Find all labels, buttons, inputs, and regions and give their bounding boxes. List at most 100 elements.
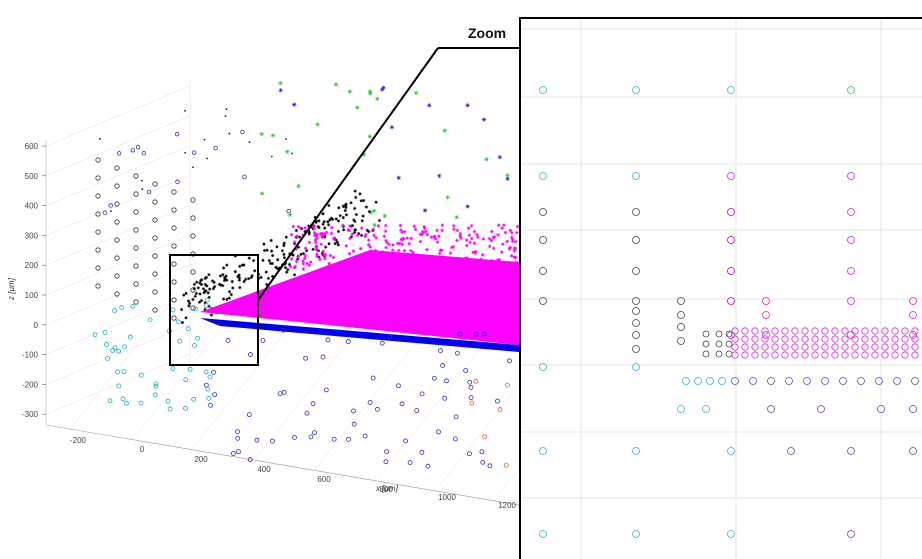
magenta-star-point (319, 242, 323, 246)
magenta-star-point (318, 232, 323, 236)
magenta-star-point (465, 243, 469, 248)
cyan-circle-point (116, 348, 122, 354)
inset-magenta-point (909, 297, 917, 305)
inset-magenta-point (731, 335, 739, 343)
inset-magenta-point (751, 343, 759, 351)
black-star-point (238, 285, 242, 290)
magenta-star-point (402, 248, 407, 253)
magenta-star-point (512, 246, 517, 250)
blue-circle-point (277, 391, 283, 397)
magenta-star-point (361, 268, 366, 273)
zoom-overlay (169, 47, 519, 366)
magenta-star-point (386, 262, 391, 267)
black-star-point (265, 283, 269, 287)
black-star-point (198, 281, 202, 285)
black-star-point (223, 275, 227, 280)
magenta-star-point (399, 237, 404, 241)
black-circle-point (133, 209, 139, 215)
magenta-star-point (433, 234, 437, 239)
inset-magenta-point (891, 343, 899, 351)
magenta-star-point (321, 249, 325, 253)
inset-magenta-point (891, 335, 899, 343)
blue-circle-point (396, 383, 401, 389)
blue-circle-point (425, 463, 431, 469)
black-circle-point (114, 291, 120, 297)
magenta-star-point (363, 234, 367, 239)
inset-cyan-point (718, 377, 726, 385)
black-star-point (187, 304, 191, 308)
black-star-point (224, 274, 228, 278)
black-star-point (237, 273, 241, 277)
black-star-point (180, 320, 185, 325)
star-point (497, 154, 503, 160)
black-star-point (237, 276, 242, 280)
magenta-star-point (374, 249, 379, 254)
cyan-circle-point (121, 369, 127, 375)
magenta-star-point (489, 258, 494, 263)
black-star-point (331, 217, 335, 221)
grid-line (45, 294, 191, 355)
inset-magenta-point (751, 327, 759, 335)
black-star-point (271, 253, 275, 258)
inset-magenta-point (851, 335, 859, 343)
magenta-star-point (296, 224, 301, 229)
black-star-point (238, 264, 242, 268)
inset-blue-point (839, 377, 847, 385)
magenta-star-point (481, 237, 486, 241)
blue-circle-point (135, 145, 141, 150)
black-star-point (341, 224, 345, 229)
inset-magenta-point (791, 335, 799, 343)
z-tick-label: -300 (22, 410, 39, 419)
black-circle-point (95, 229, 101, 235)
black-star-point (202, 291, 206, 295)
inset-magenta-point (781, 351, 789, 359)
inset-magenta-point (847, 331, 855, 339)
orange-circle-point (503, 462, 509, 468)
magenta-star-point (422, 224, 426, 229)
inset-blue-point (749, 377, 757, 385)
black-circle-point (133, 227, 139, 233)
star-point (291, 102, 297, 107)
inset-magenta-point (847, 172, 855, 180)
magenta-star-point (307, 263, 311, 267)
grid-line (377, 341, 487, 479)
magenta-star-point (500, 226, 505, 230)
black-star-point (336, 229, 341, 233)
magenta-star-point (398, 223, 403, 228)
black-star-point (322, 220, 326, 224)
cyan-circle-point (167, 406, 173, 412)
inset-magenta-point (771, 335, 779, 343)
magenta-star-point (458, 231, 463, 236)
blue-circle-point (345, 339, 351, 344)
z-tick-label: 0 (34, 321, 39, 330)
magenta-star-point (469, 223, 474, 228)
grid-line (45, 175, 191, 236)
star-point (347, 89, 353, 94)
inset-magenta-point (831, 351, 839, 359)
x-tick-label: -200 (70, 436, 87, 445)
magenta-star-point (369, 249, 374, 253)
magenta-star-point (514, 260, 518, 265)
star-point (481, 117, 487, 122)
magenta-star-point (501, 242, 505, 247)
black-circle-point (190, 269, 196, 275)
star-point (278, 80, 283, 86)
black-star-point (361, 214, 365, 218)
star-point (427, 103, 432, 108)
magenta-star-point (320, 231, 324, 235)
cyan-circle-point (193, 306, 198, 312)
cyan-circle-point (170, 366, 176, 372)
magenta-star-point (408, 263, 413, 268)
black-star-point (233, 254, 237, 258)
cyan-circle-point (165, 398, 171, 404)
magenta-star-point (440, 248, 444, 252)
blue-circle-point (463, 368, 469, 373)
orange-circle-point (469, 400, 475, 406)
magenta-star-point (360, 226, 364, 230)
inset-cyan-point (539, 363, 547, 371)
star-point (382, 213, 387, 219)
magenta-star-point (502, 271, 507, 275)
magenta-star-point (498, 271, 503, 275)
inset-cyan-point (539, 86, 547, 94)
inset-green-point (847, 86, 855, 94)
